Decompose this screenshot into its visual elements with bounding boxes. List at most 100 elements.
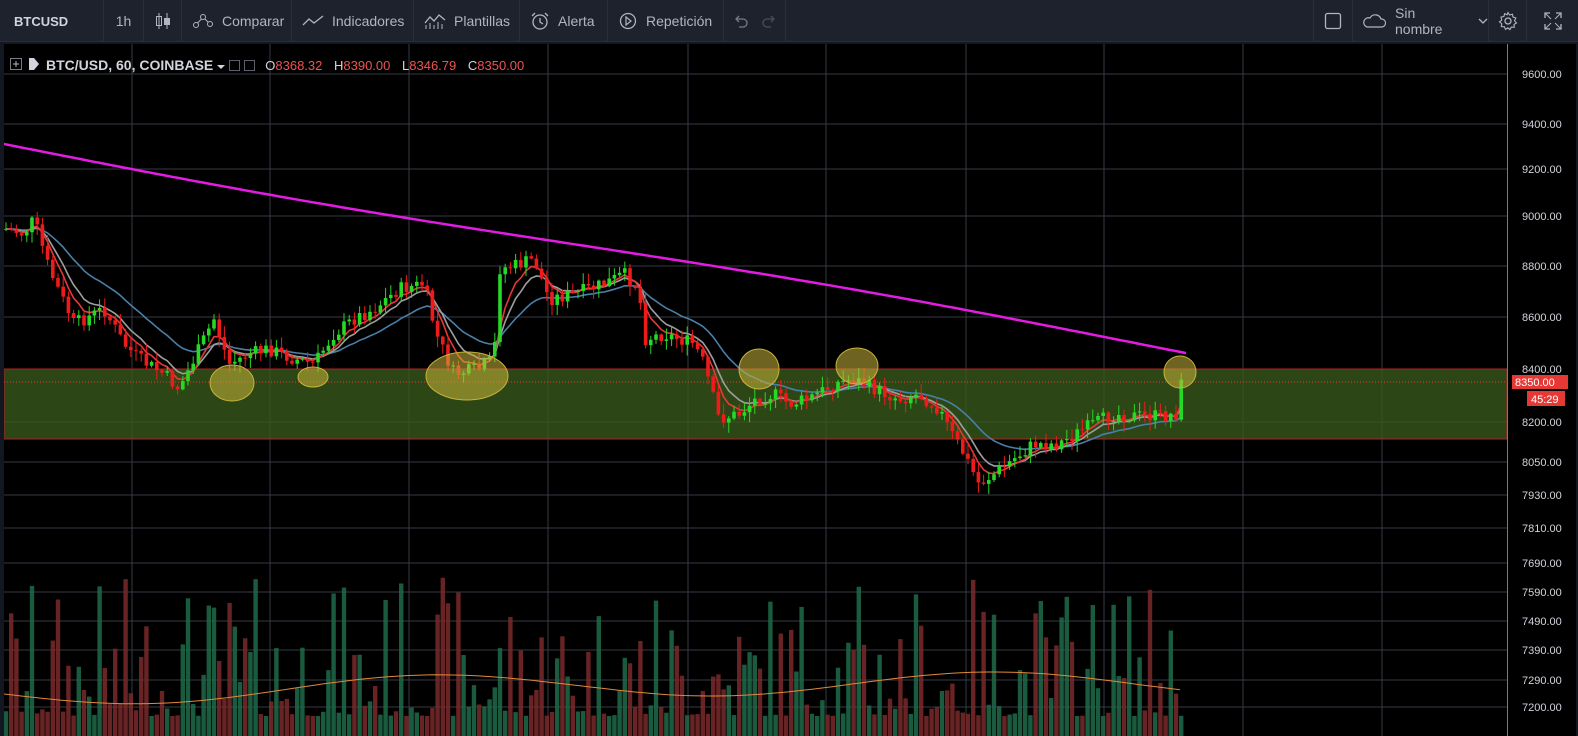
price-chart[interactable]: 9600.00 9400.00 9200.00 9000.00 8800.00 8600.… — [4, 44, 1576, 736]
templates-label: Plantillas — [454, 13, 511, 29]
redo-icon[interactable] — [761, 14, 778, 28]
candle-body — [25, 232, 29, 236]
volume-bar — [1095, 688, 1101, 736]
legend-caret-icon[interactable] — [217, 57, 226, 73]
alert-button[interactable]: Alerta — [520, 0, 608, 42]
candle-body — [441, 336, 445, 345]
candle-body — [508, 267, 513, 269]
volume-bar — [898, 639, 903, 736]
candle-body — [35, 217, 39, 225]
indicators-button[interactable]: Indicadores — [292, 0, 414, 42]
settings-square-icon[interactable] — [229, 59, 241, 71]
symbol-button[interactable]: BTCUSD — [0, 0, 104, 42]
candle-body — [311, 361, 315, 363]
volume-bar — [986, 704, 991, 736]
fullscreen-layout-button[interactable] — [1313, 0, 1353, 42]
candle-body — [529, 256, 533, 259]
volume-bar — [9, 613, 14, 736]
cloud-icon — [1361, 13, 1387, 29]
candle-body — [685, 335, 689, 345]
volume-bar — [451, 715, 456, 736]
candle-body — [654, 334, 658, 340]
volume-bar — [695, 714, 700, 736]
price-tick-label: 8050.00 — [1522, 457, 1562, 469]
volume-bar — [196, 715, 201, 736]
volume-bar — [409, 707, 414, 736]
candle-body — [14, 229, 19, 234]
candle-body — [961, 439, 965, 454]
candle-body — [1163, 411, 1168, 422]
chart-pane[interactable]: 9600.00 9400.00 9200.00 9000.00 8800.00 8600.… — [4, 44, 1576, 736]
countdown-label: 45:29 — [1531, 394, 1559, 406]
layout-name-button[interactable]: Sin nombre — [1353, 0, 1489, 42]
volume-bar — [149, 715, 154, 736]
candle-body — [186, 370, 190, 382]
fullscreen-button[interactable] — [1527, 0, 1578, 42]
volume-bar — [971, 579, 976, 736]
volume-bar — [347, 714, 352, 736]
candle-body — [342, 321, 346, 335]
indicators-icon — [302, 12, 324, 30]
candle-body — [40, 224, 45, 246]
interval-button[interactable]: 1h — [104, 0, 144, 42]
candle-body — [357, 313, 362, 325]
volume-bar — [731, 715, 737, 736]
price-tick-label: 9600.00 — [1522, 69, 1562, 81]
settings-button[interactable] — [1489, 0, 1527, 42]
volume-bar — [716, 674, 721, 736]
volume-bars — [4, 577, 1184, 736]
templates-button[interactable]: Plantillas — [414, 0, 520, 42]
candle-body — [383, 298, 388, 306]
highlight-ellipse — [835, 347, 879, 385]
volume-bar — [825, 714, 830, 736]
volume-bar — [518, 650, 523, 736]
price-tick-label: 8400.00 — [1522, 364, 1562, 376]
volume-bar — [648, 705, 653, 736]
volume-bar — [560, 636, 565, 736]
volume-bar — [274, 648, 279, 736]
volume-bar — [97, 586, 102, 736]
volume-bar — [981, 611, 986, 736]
candle-body — [51, 259, 55, 279]
price-tick-label: 7590.00 — [1522, 587, 1562, 599]
candle-body — [97, 307, 102, 311]
candle-body — [981, 482, 986, 484]
candle-body — [664, 339, 669, 341]
candle-body — [680, 339, 684, 345]
compare-button[interactable]: Comparar — [182, 0, 292, 42]
candle-body — [955, 431, 960, 440]
candle-body — [1091, 420, 1095, 422]
replay-button[interactable]: Repetición — [608, 0, 724, 42]
chart-type-button[interactable] — [144, 0, 182, 42]
candle-body — [1127, 420, 1131, 422]
low-key: L — [402, 57, 410, 73]
candle-body — [1070, 439, 1074, 442]
undo-icon[interactable] — [732, 14, 748, 28]
volume-bar — [1038, 601, 1043, 736]
candle-body — [701, 349, 705, 357]
volume-bar — [601, 713, 607, 736]
open-key: O — [265, 57, 276, 73]
price-tick-label: 7490.00 — [1522, 616, 1562, 628]
volume-bar — [55, 599, 61, 736]
volume-bar — [757, 668, 763, 736]
price-tick-label: 9200.00 — [1522, 164, 1562, 176]
volume-bar — [607, 715, 612, 736]
volume-bar — [997, 706, 1002, 736]
candle-body — [92, 310, 97, 316]
volume-bar — [705, 713, 711, 736]
candle-body — [347, 319, 351, 322]
candle-body — [139, 350, 143, 354]
candle-body — [123, 334, 128, 347]
candle-body — [1122, 414, 1126, 422]
close-square-icon[interactable] — [244, 59, 256, 71]
volume-bar — [352, 654, 357, 736]
add-symbol-icon[interactable] — [10, 57, 22, 73]
volume-bar — [1163, 715, 1168, 736]
volume-bar — [40, 709, 45, 736]
volume-bar — [263, 715, 269, 736]
candle-body — [836, 381, 840, 392]
candle-body — [1039, 443, 1043, 448]
candle-body — [274, 347, 279, 357]
volume-bar — [430, 707, 435, 736]
